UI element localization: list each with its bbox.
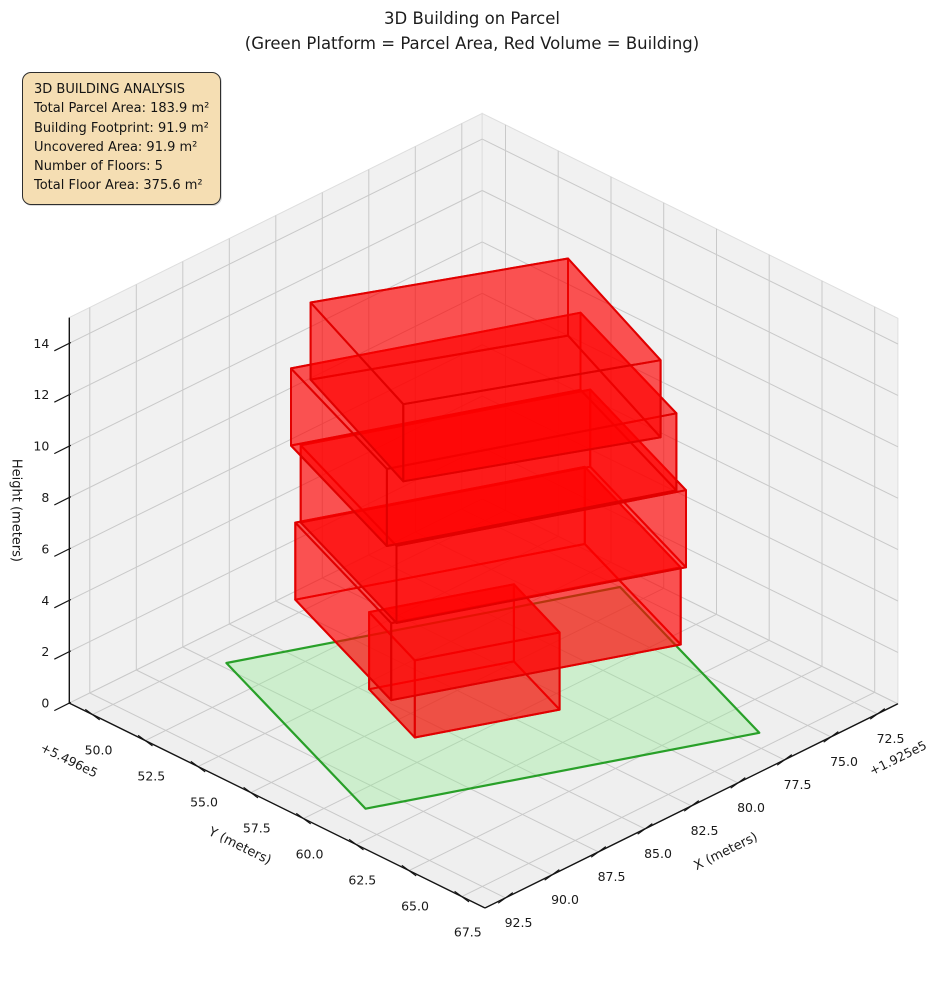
grid-z-right-wall: [481, 292, 899, 499]
x-axis-tick-label: 75.0: [830, 754, 858, 769]
grid-z-left-wall: [69, 447, 483, 653]
y-axis-tick-label: 62.5: [348, 873, 376, 888]
y-axis-tick: [84, 708, 101, 721]
y-axis-tick: [401, 864, 417, 877]
grid-z-right-wall: [481, 498, 899, 705]
z-axis-tick-label: 14: [33, 336, 49, 351]
y-axis-tick: [348, 838, 364, 851]
grid-x-floor: [229, 623, 646, 830]
y-axis-tick: [137, 734, 153, 747]
z-axis-tick-label: 4: [41, 593, 49, 608]
building-floor-1-top-face: [368, 583, 561, 662]
analysis-line-uncovered: Uncovered Area: 91.9 m²: [34, 139, 198, 155]
y-axis-tick-label: 60.0: [296, 847, 324, 862]
x-axis-tick-label: 82.5: [691, 823, 719, 838]
grid-z-right-wall: [481, 395, 899, 602]
analysis-line-parcel-area: Total Parcel Area: 183.9 m²: [34, 101, 210, 117]
grid-x-floor: [275, 600, 692, 807]
z-axis-tick: [54, 547, 72, 557]
grid-z-left-wall: [69, 241, 483, 447]
grid-x-floor: [89, 692, 506, 899]
analysis-line-floors: Number of Floors: 5: [34, 159, 163, 175]
analysis-line-footprint: Building Footprint: 91.9 m²: [34, 120, 209, 136]
y-axis-tick-label: 57.5: [243, 821, 271, 836]
grid-z-left-wall: [69, 292, 483, 498]
grid-z-left-wall: [69, 138, 483, 344]
x-axis-tick: [776, 754, 793, 766]
figure-title-block: 3D Building on Parcel (Green Platform = …: [0, 6, 944, 56]
x-axis-tick-label: 77.5: [784, 777, 812, 792]
x-axis-tick-label: 90.0: [551, 892, 579, 907]
y-axis-tick: [295, 812, 312, 825]
grid-z-right-wall: [481, 190, 899, 396]
parcel-surface: [225, 585, 761, 810]
z-axis-tick: [54, 444, 72, 455]
z-axis-tick: [54, 598, 72, 609]
analysis-box-title: 3D BUILDING ANALYSIS: [34, 82, 186, 97]
y-axis-tick: [190, 760, 206, 773]
y-axis-tick: [243, 786, 259, 799]
x-axis-tick: [730, 777, 746, 789]
y-axis-tick-label: 50.0: [85, 743, 113, 758]
x-axis-tick: [683, 800, 700, 812]
y-axis-tick: [454, 890, 470, 903]
x-axis-tick: [637, 823, 653, 835]
grid-z-right-wall: [481, 138, 899, 345]
building-floor-5-top-face: [309, 257, 662, 406]
grid-z-left-wall: [69, 498, 483, 704]
x-axis-tick-label: 85.0: [644, 846, 672, 861]
z-axis-tick-label: 2: [41, 644, 49, 659]
grid-x-floor: [461, 508, 878, 715]
analysis-box: 3D BUILDING ANALYSIS Total Parcel Area: …: [22, 72, 222, 205]
grid-y-floor: [461, 691, 875, 898]
y-axis-tick-label: 65.0: [401, 899, 429, 914]
x-axis-tick-label: 72.5: [877, 731, 905, 746]
z-axis-tick: [54, 701, 72, 712]
grid-y-floor: [197, 561, 612, 768]
analysis-line-floor-area: Total Floor Area: 375.6 m²: [34, 178, 203, 194]
grid-y-floor: [303, 613, 717, 820]
grid-z-right-wall: [481, 447, 899, 653]
y-axis-tick-label: 67.5: [454, 925, 482, 940]
z-axis-tick: [54, 341, 72, 352]
x-axis-tick-label: 92.5: [505, 915, 533, 930]
y-axis-tick-label: 52.5: [137, 769, 165, 784]
grid-y-floor: [356, 639, 770, 846]
grid-x-floor: [136, 669, 553, 876]
grid-x-floor: [182, 646, 599, 853]
z-axis-label: Height (meters): [8, 459, 23, 562]
z-axis-tick-label: 8: [41, 490, 49, 505]
chart-title: 3D Building on Parcel: [384, 9, 560, 28]
grid-x-floor: [368, 554, 785, 761]
z-axis-tick: [54, 393, 72, 403]
grid-z-left-wall: [69, 190, 483, 396]
z-axis-tick-label: 6: [41, 541, 49, 556]
grid-y-floor: [408, 665, 823, 872]
grid-y-floor: [92, 509, 506, 716]
x-axis-tick: [823, 731, 839, 743]
x-axis-tick: [590, 846, 607, 858]
grid-y-floor: [250, 587, 664, 794]
x-axis-tick-label: 87.5: [598, 869, 626, 884]
z-axis-tick-label: 0: [41, 696, 49, 711]
chart-subtitle: (Green Platform = Parcel Area, Red Volum…: [244, 34, 700, 53]
z-axis-tick-label: 10: [33, 439, 49, 454]
grid-z-left-wall: [69, 395, 483, 601]
x-axis-tick-label: 80.0: [737, 800, 765, 815]
grid-x-floor: [322, 577, 739, 784]
grid-z-left-wall: [69, 344, 483, 550]
x-axis-tick: [497, 892, 514, 904]
x-axis-tick: [869, 708, 886, 720]
x-axis-tick: [544, 869, 560, 881]
z-axis-tick: [54, 650, 72, 660]
grid-x-floor: [415, 531, 832, 738]
z-axis-tick: [54, 496, 72, 506]
z-axis-tick-label: 12: [33, 387, 49, 402]
y-axis-line: [68, 702, 486, 909]
y-axis-tick-label: 55.0: [190, 795, 218, 810]
grid-z-right-wall: [481, 241, 899, 448]
